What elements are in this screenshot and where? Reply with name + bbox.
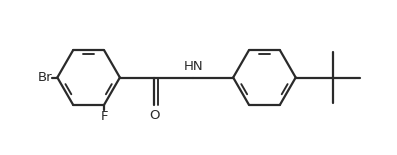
Text: Br: Br <box>38 71 52 84</box>
Text: O: O <box>149 109 159 122</box>
Text: HN: HN <box>183 60 203 73</box>
Text: F: F <box>100 110 108 123</box>
